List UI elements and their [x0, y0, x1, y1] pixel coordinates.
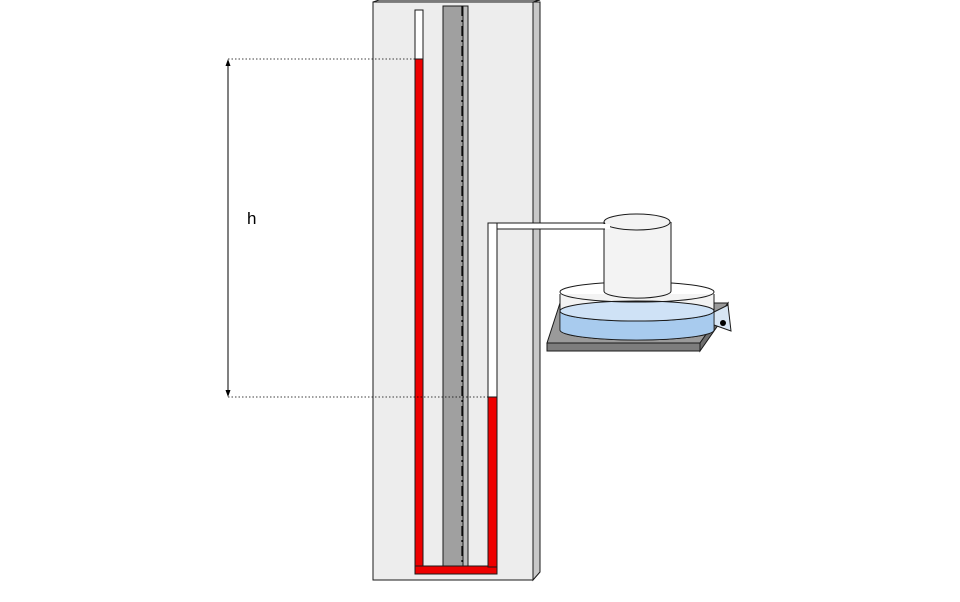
- water-bath-assembly: [546, 213, 732, 353]
- arrow-head-up: [225, 59, 231, 66]
- right-tube-fluid: [487, 396, 498, 568]
- dish-water-surface: [559, 300, 715, 322]
- center-scale-bar: [442, 5, 469, 569]
- arrow-head-down: [225, 390, 231, 397]
- inverted-vessel-body: [603, 222, 672, 299]
- height-dimension: h: [225, 58, 488, 398]
- board-side-face: [532, 1, 541, 582]
- right-tube-empty: [487, 222, 498, 399]
- platform-front: [546, 342, 701, 352]
- connecting-tube-end: [600, 224, 610, 229]
- clamp-screw: [720, 320, 726, 326]
- height-label: h: [247, 209, 256, 228]
- left-tube-fluid: [414, 58, 424, 568]
- connecting-tube: [496, 222, 608, 230]
- u-tube-bottom-fluid: [414, 565, 498, 575]
- inverted-vessel-top: [603, 213, 671, 231]
- u-tube: [414, 9, 608, 575]
- left-tube-empty: [414, 9, 424, 60]
